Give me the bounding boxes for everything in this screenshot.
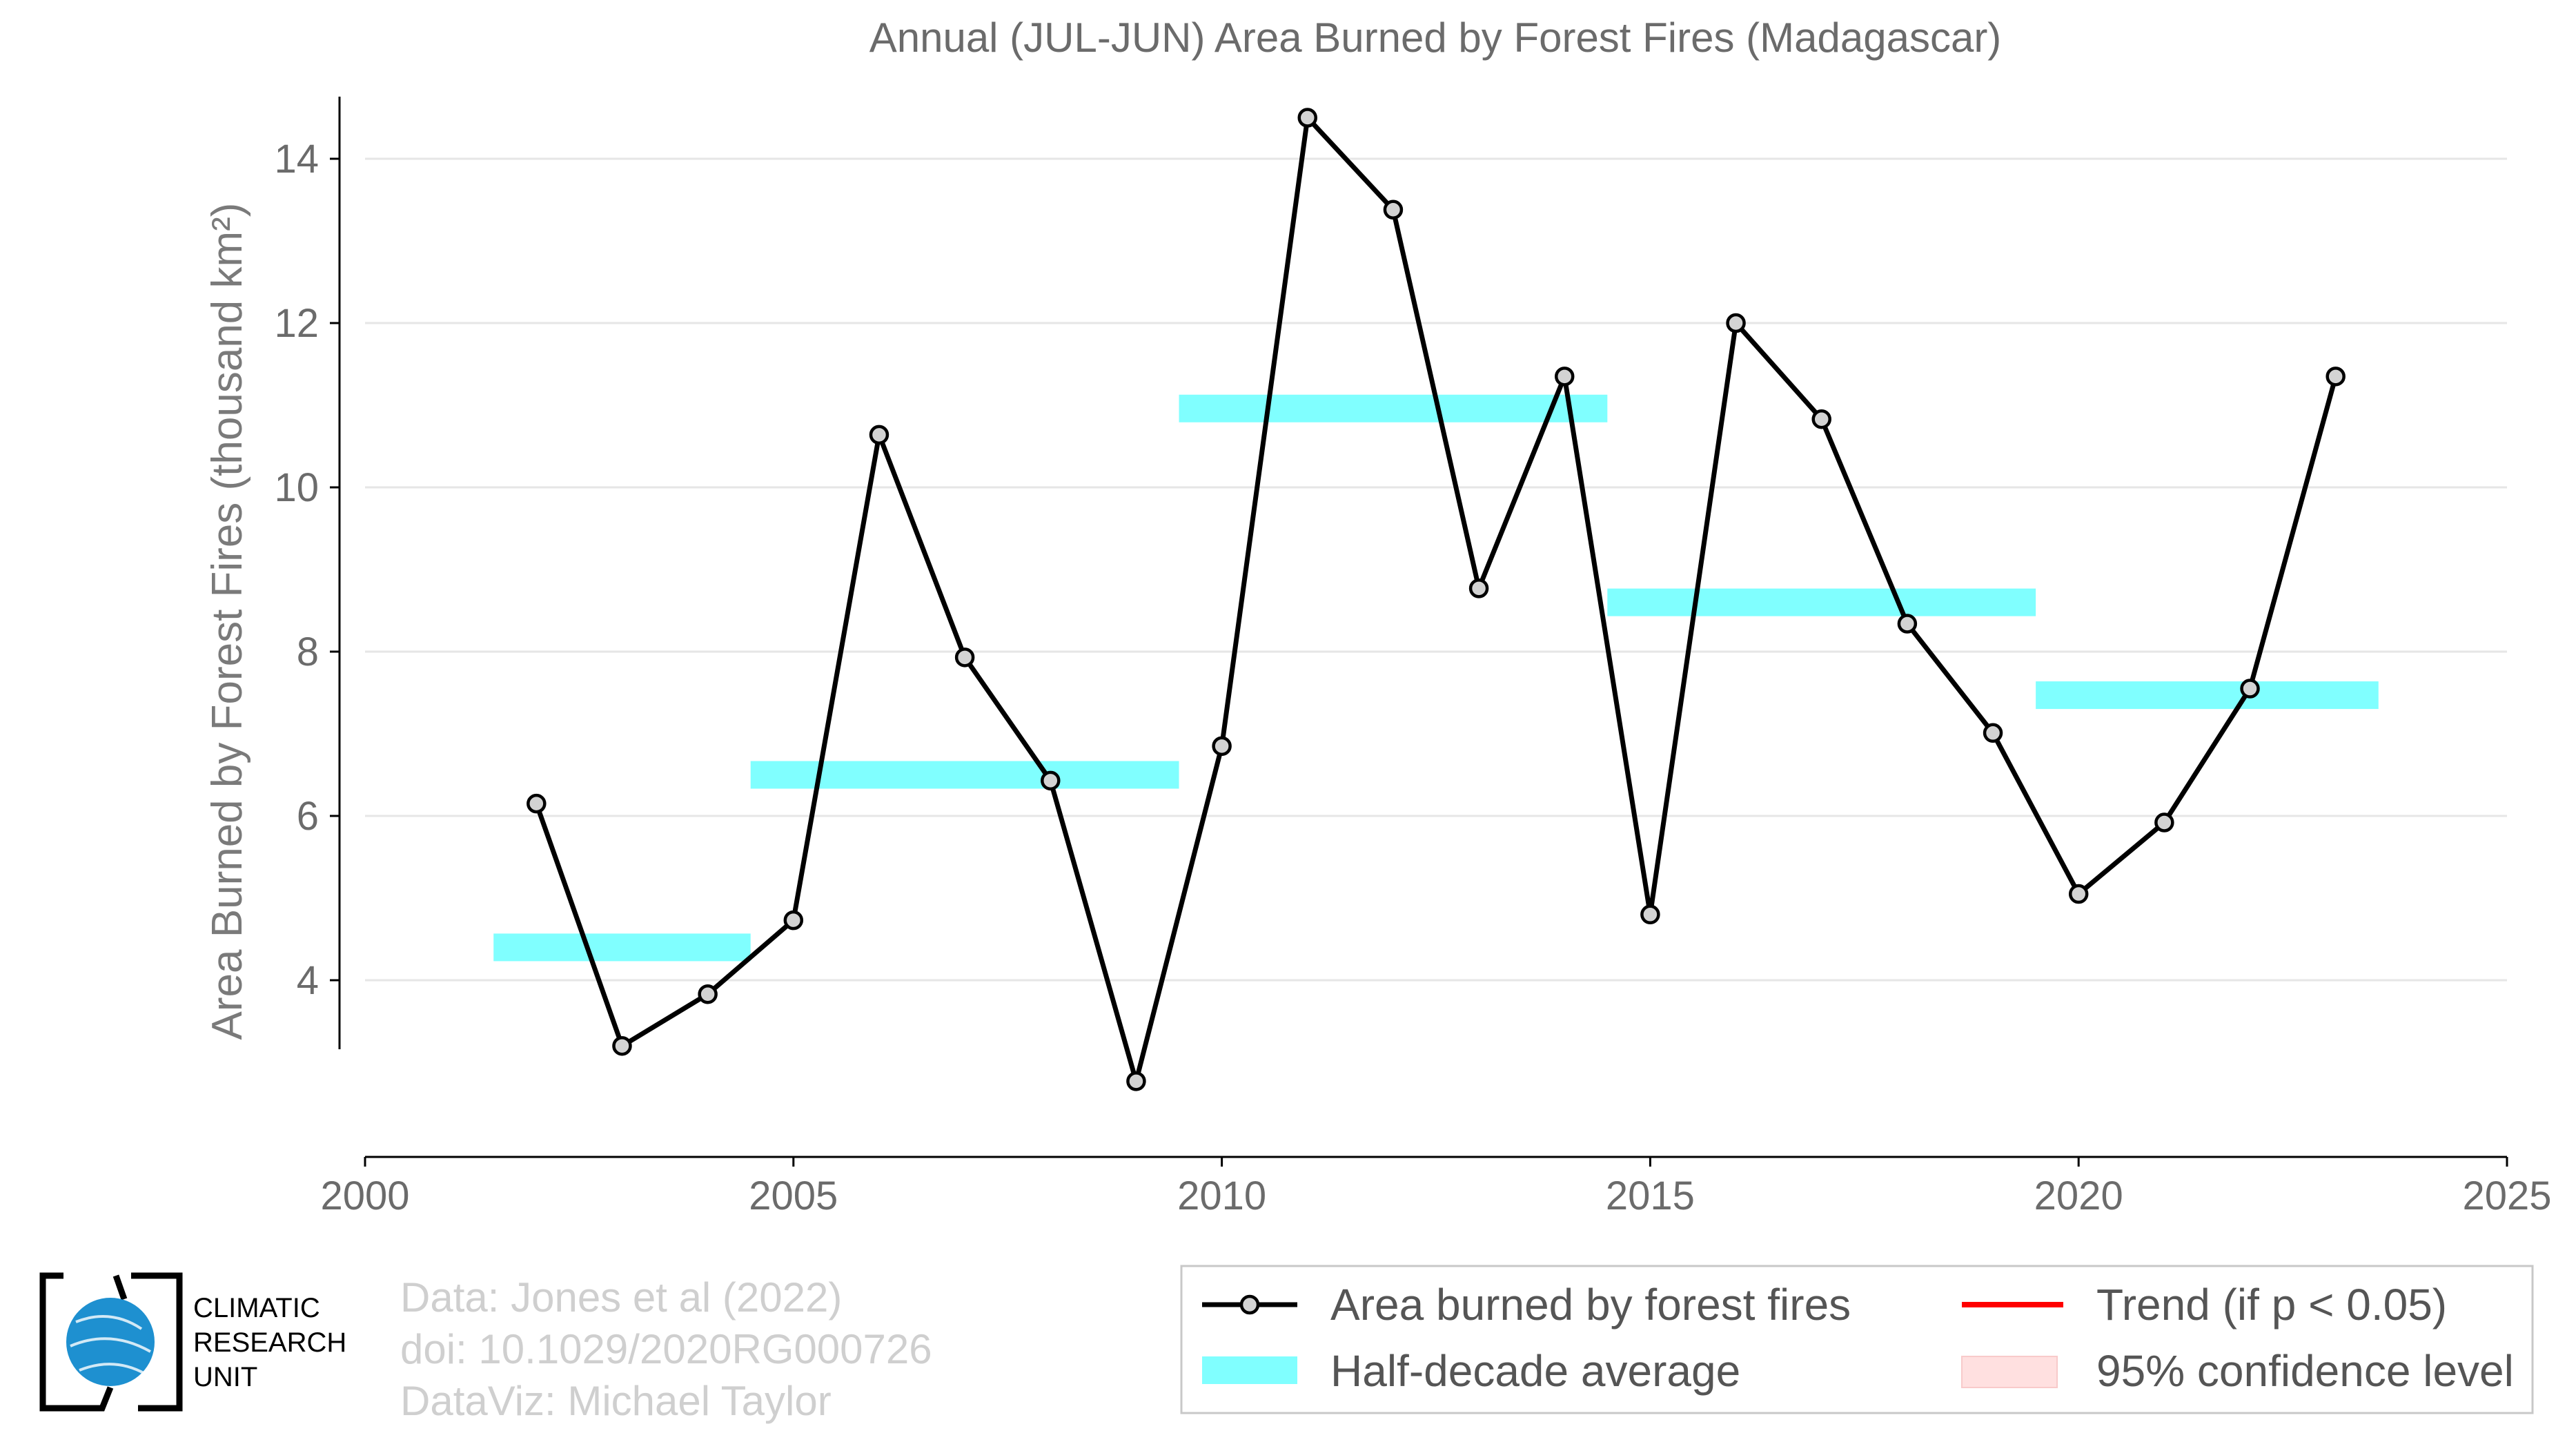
chart-title: Annual (JUL-JUN) Area Burned by Forest F… — [869, 14, 2002, 61]
y-tick-label-4: 4 — [297, 958, 319, 1003]
y-axis-label: Area Burned by Forest Fires (thousand km… — [204, 203, 251, 1040]
data-point-2010 — [1212, 736, 1232, 757]
y-tick-label-6: 6 — [297, 794, 319, 839]
data-point-2012 — [1383, 199, 1404, 220]
x-tick-label-2000: 2000 — [320, 1174, 409, 1218]
grid-layer: 4 6 8 10 12 14 — [274, 137, 2507, 1003]
legend-label-half-decade: Half-decade average — [1330, 1346, 1740, 1396]
half-decade-bar-1 — [750, 761, 1179, 789]
data-point-2002 — [527, 793, 547, 814]
half-decade-bars — [493, 394, 2379, 962]
x-tick-label-2010: 2010 — [1177, 1174, 1266, 1218]
half-decade-bar-3 — [1607, 588, 2036, 616]
half-decade-bar-2 — [1179, 394, 1608, 422]
data-point-2007 — [954, 647, 975, 668]
series-layer — [527, 108, 2346, 1091]
logo-text-unit: UNIT — [193, 1362, 257, 1392]
y-tick-label-12: 12 — [274, 301, 319, 346]
data-point-2005 — [783, 910, 804, 931]
legend-frame — [1180, 1265, 2534, 1414]
x-tick-label-2025: 2025 — [2462, 1174, 2551, 1218]
legend-label-area-burned: Area burned by forest fires — [1330, 1280, 1851, 1330]
data-point-2020 — [2068, 884, 2089, 904]
data-point-2004 — [698, 984, 718, 1004]
data-point-2021 — [2154, 812, 2174, 832]
data-point-2014 — [1554, 367, 1575, 387]
data-point-2017 — [1811, 409, 1831, 429]
y-tick-label-14: 14 — [274, 137, 319, 182]
data-point-2019 — [1983, 723, 2003, 743]
legend-label-confidence: 95% confidence level — [2096, 1346, 2514, 1396]
data-point-2003 — [612, 1035, 632, 1056]
logo-text-research: RESEARCH — [193, 1327, 346, 1358]
half-decade-bar-4 — [2036, 681, 2379, 710]
data-point-2008 — [1041, 770, 1061, 791]
credit-dataviz: DataViz: Michael Taylor — [400, 1378, 832, 1424]
legend-swatch-half-decade — [1202, 1356, 1297, 1384]
y-tick-label-8: 8 — [297, 630, 319, 674]
data-point-2013 — [1468, 578, 1489, 598]
logo-text-climatic: CLIMATIC — [193, 1293, 320, 1323]
legend-swatch-marker — [1239, 1294, 1260, 1315]
x-tick-label-2005: 2005 — [749, 1174, 838, 1218]
credit-doi: doi: 10.1029/2020RG000726 — [400, 1326, 932, 1372]
half-decade-bar-0 — [493, 933, 751, 962]
x-tick-label-2020: 2020 — [2034, 1174, 2123, 1218]
series-line-area-burned — [534, 115, 2339, 1084]
logo-bracket-left — [39, 1272, 114, 1412]
data-point-2018 — [1897, 614, 1918, 634]
x-tick-label-2015: 2015 — [1606, 1174, 1695, 1218]
legend: Area burned by forest fires Trend (if p … — [1180, 1265, 2534, 1414]
data-point-2022 — [2240, 679, 2260, 699]
legend-swatch-confidence — [1961, 1356, 2058, 1388]
globe-swirl-icon — [70, 1315, 151, 1375]
cru-logo: CLIMATIC RESEARCH UNIT — [39, 1272, 346, 1412]
data-point-2015 — [1640, 904, 1660, 925]
data-point-2011 — [1297, 108, 1318, 128]
x-ticks: 2000 2005 2010 2015 2020 2025 — [320, 1157, 2552, 1218]
logo-bracket-right — [112, 1272, 183, 1412]
data-point-2023 — [2326, 367, 2346, 387]
credit-data: Data: Jones et al (2022) — [400, 1274, 842, 1321]
y-tick-label-10: 10 — [274, 465, 319, 510]
globe-icon — [66, 1298, 155, 1386]
data-point-2006 — [869, 425, 889, 445]
legend-label-trend: Trend (if p < 0.05) — [2096, 1280, 2447, 1330]
data-point-2009 — [1126, 1071, 1146, 1091]
data-point-2016 — [1726, 313, 1746, 333]
